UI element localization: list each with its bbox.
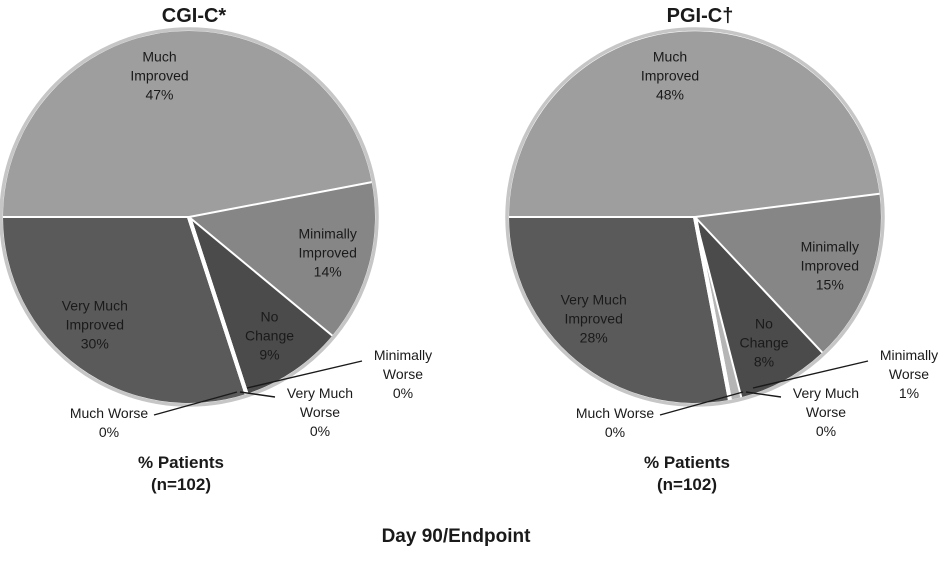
- slice-label-line: 30%: [80, 335, 109, 352]
- slice-label-no-change: No Change 8%: [739, 314, 788, 371]
- chart-title-cgi-c: CGI-C*: [161, 5, 227, 27]
- slice-label-line: Change: [244, 327, 295, 343]
- slice-label-line: 28%: [579, 329, 608, 346]
- slice-separator: [188, 181, 372, 218]
- slice-label-minimally-worse: Minimally Worse 0%: [374, 346, 432, 403]
- slice-label-very-much-improved: Very Much Improved 30%: [62, 296, 128, 353]
- slice-label-line: Improved: [65, 316, 124, 333]
- slice-label-line: Improved: [130, 67, 189, 84]
- slice-separator: [188, 216, 333, 337]
- slice-label-line: Much: [142, 48, 177, 65]
- pie-slice-minimally-improved: [695, 193, 881, 353]
- leader-line-very-much-worse: [239, 391, 276, 398]
- slice-label-line: Very Much: [792, 385, 860, 401]
- slice-label-line: 48%: [655, 86, 685, 103]
- slice-label-line: Change: [739, 334, 789, 350]
- slice-separator: [694, 216, 824, 354]
- slice-label-line: Worse: [805, 404, 847, 420]
- slice-label-line: Much Worse: [575, 405, 655, 421]
- slice-label-line: 14%: [313, 263, 342, 280]
- slice-label-much-worse: Much Worse 0%: [70, 404, 148, 442]
- leader-line-minimally-worse: [752, 360, 869, 389]
- slice-label-line: Very Much: [286, 385, 354, 401]
- chart-title-pgi-c: PGI-C†: [666, 5, 734, 27]
- pie-slice-very-much-improved: [509, 217, 730, 404]
- slice-label-very-much-improved: Very Much Improved 28%: [561, 291, 627, 348]
- caption-line-n: (n=102): [151, 475, 211, 494]
- slice-label-line: Improved: [640, 67, 700, 84]
- zero-slice-separator: [187, 216, 249, 395]
- slice-label-line: Improved: [800, 257, 859, 273]
- slice-separator: [694, 192, 880, 218]
- slice-label-line: Improved: [298, 244, 357, 261]
- slice-label-much-improved: Much Improved 47%: [130, 48, 188, 105]
- pie-slice-very-much-improved: [3, 217, 247, 404]
- slice-label-line: Minimally: [879, 347, 939, 363]
- leader-line-very-much-worse: [745, 391, 782, 398]
- slice-label-line: 0%: [392, 385, 414, 401]
- caption-line-patients: % Patients: [644, 453, 730, 472]
- slice-label-line: No: [260, 308, 279, 324]
- slice-label-line: 9%: [259, 346, 280, 362]
- leader-line-much-worse: [153, 391, 238, 416]
- slice-label-much-worse: Much Worse 0%: [576, 404, 654, 442]
- slice-label-line: 0%: [309, 423, 331, 439]
- slice-label-very-much-worse: Very Much Worse 0%: [793, 384, 859, 441]
- slice-label-no-change: No Change 9%: [245, 307, 294, 364]
- slice-label-line: Much: [652, 48, 688, 65]
- leader-line-minimally-worse: [246, 360, 363, 389]
- zero-slice-separator: [693, 216, 732, 401]
- pie-slice-minimally-improved: [189, 182, 376, 336]
- leader-line-much-worse: [659, 391, 744, 416]
- slice-label-minimally-improved: Minimally Improved 15%: [801, 237, 859, 294]
- slice-label-very-much-worse: Very Much Worse 0%: [287, 384, 353, 441]
- slice-label-line: 1%: [898, 385, 920, 401]
- caption-line-n: (n=102): [657, 475, 717, 494]
- slice-label-line: 15%: [815, 276, 844, 292]
- slice-label-minimally-improved: Minimally Improved 14%: [299, 224, 357, 281]
- slice-label-line: 0%: [604, 424, 626, 440]
- slice-label-minimally-worse: Minimally Worse 1%: [880, 346, 938, 403]
- pie-slice-much-improved: [2, 30, 372, 218]
- slice-label-line: Very Much: [560, 291, 627, 308]
- slice-label-line: 47%: [145, 86, 174, 103]
- caption-pgi-c: % Patients (n=102): [567, 452, 807, 496]
- slice-label-line: 8%: [753, 353, 775, 369]
- slice-label-line: Much Worse: [69, 405, 149, 421]
- pie-slice-no-change: [189, 217, 333, 394]
- slice-label-line: 0%: [815, 423, 837, 439]
- slice-label-line: Minimally: [800, 238, 859, 254]
- pie-slice-no-change: [695, 217, 823, 398]
- caption-cgi-c: % Patients (n=102): [61, 452, 301, 496]
- slice-label-line: 0%: [98, 424, 120, 440]
- slice-label-line: Minimally: [373, 347, 433, 363]
- slice-label-line: Very Much: [61, 297, 128, 314]
- slice-label-much-improved: Much Improved 48%: [641, 48, 699, 105]
- slice-label-line: Worse: [888, 366, 930, 382]
- slice-label-line: Improved: [564, 310, 623, 327]
- caption-line-patients: % Patients: [138, 453, 224, 472]
- slice-label-line: No: [755, 315, 773, 331]
- pie-slice-much-improved: [509, 31, 880, 217]
- footer-label: Day 90/Endpoint: [381, 526, 531, 547]
- slice-label-line: Worse: [382, 366, 424, 382]
- slice-label-line: Minimally: [298, 225, 357, 242]
- slice-label-line: Worse: [299, 404, 341, 420]
